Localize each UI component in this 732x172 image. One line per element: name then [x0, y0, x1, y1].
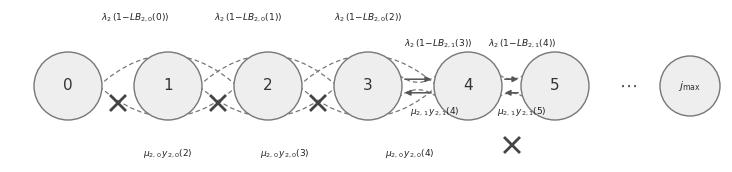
Text: $\lambda_2\,(1{-}LB_{2,0}(0))$: $\lambda_2\,(1{-}LB_{2,0}(0))$	[101, 12, 169, 24]
FancyArrowPatch shape	[405, 77, 430, 81]
Ellipse shape	[234, 52, 302, 120]
Ellipse shape	[34, 52, 102, 120]
FancyArrowPatch shape	[84, 55, 253, 101]
FancyArrowPatch shape	[394, 71, 441, 82]
FancyArrowPatch shape	[406, 91, 431, 95]
Ellipse shape	[434, 52, 502, 120]
Text: $\mu_{2,0}\,y_{2,0}(4)$: $\mu_{2,0}\,y_{2,0}(4)$	[385, 147, 435, 160]
Text: $\mu_{2,0}\,y_{2,0}(3)$: $\mu_{2,0}\,y_{2,0}(3)$	[260, 147, 310, 160]
Ellipse shape	[521, 52, 589, 120]
Text: $\lambda_2\,(1{-}LB_{2,0}(1))$: $\lambda_2\,(1{-}LB_{2,0}(1))$	[214, 12, 283, 24]
Text: $\mu_{2,0}\,y_{2,0}(2)$: $\mu_{2,0}\,y_{2,0}(2)$	[143, 147, 193, 160]
Text: $\cdots$: $\cdots$	[619, 77, 637, 95]
FancyArrowPatch shape	[184, 55, 353, 101]
FancyArrowPatch shape	[494, 71, 529, 79]
Ellipse shape	[660, 56, 720, 116]
Text: 3: 3	[363, 78, 373, 94]
Text: 5: 5	[550, 78, 560, 94]
FancyArrowPatch shape	[495, 93, 529, 101]
Ellipse shape	[134, 52, 202, 120]
Ellipse shape	[334, 52, 402, 120]
Text: $\lambda_2\,(1{-}LB_{2,1}(3))$: $\lambda_2\,(1{-}LB_{2,1}(3))$	[404, 38, 472, 50]
FancyArrowPatch shape	[505, 77, 517, 81]
Text: 4: 4	[463, 78, 473, 94]
Text: $j_{\mathrm{max}}$: $j_{\mathrm{max}}$	[679, 79, 701, 93]
FancyArrowPatch shape	[283, 71, 452, 117]
Text: 2: 2	[264, 78, 273, 94]
Text: $\mu_{2,1}\,y_{2,1}(4)$: $\mu_{2,1}\,y_{2,1}(4)$	[410, 105, 460, 118]
FancyArrowPatch shape	[507, 91, 518, 95]
Text: $\mu_{2,1}\,y_{2,1}(5)$: $\mu_{2,1}\,y_{2,1}(5)$	[497, 105, 547, 118]
FancyArrowPatch shape	[395, 90, 442, 101]
Text: $\lambda_2\,(1{-}LB_{2,0}(2))$: $\lambda_2\,(1{-}LB_{2,0}(2))$	[334, 12, 402, 24]
FancyArrowPatch shape	[83, 71, 252, 117]
Text: $\lambda_2\,(1{-}LB_{2,1}(4))$: $\lambda_2\,(1{-}LB_{2,1}(4))$	[488, 38, 556, 50]
FancyArrowPatch shape	[184, 71, 351, 117]
FancyArrowPatch shape	[285, 55, 452, 101]
Text: 1: 1	[163, 78, 173, 94]
Text: 0: 0	[63, 78, 72, 94]
